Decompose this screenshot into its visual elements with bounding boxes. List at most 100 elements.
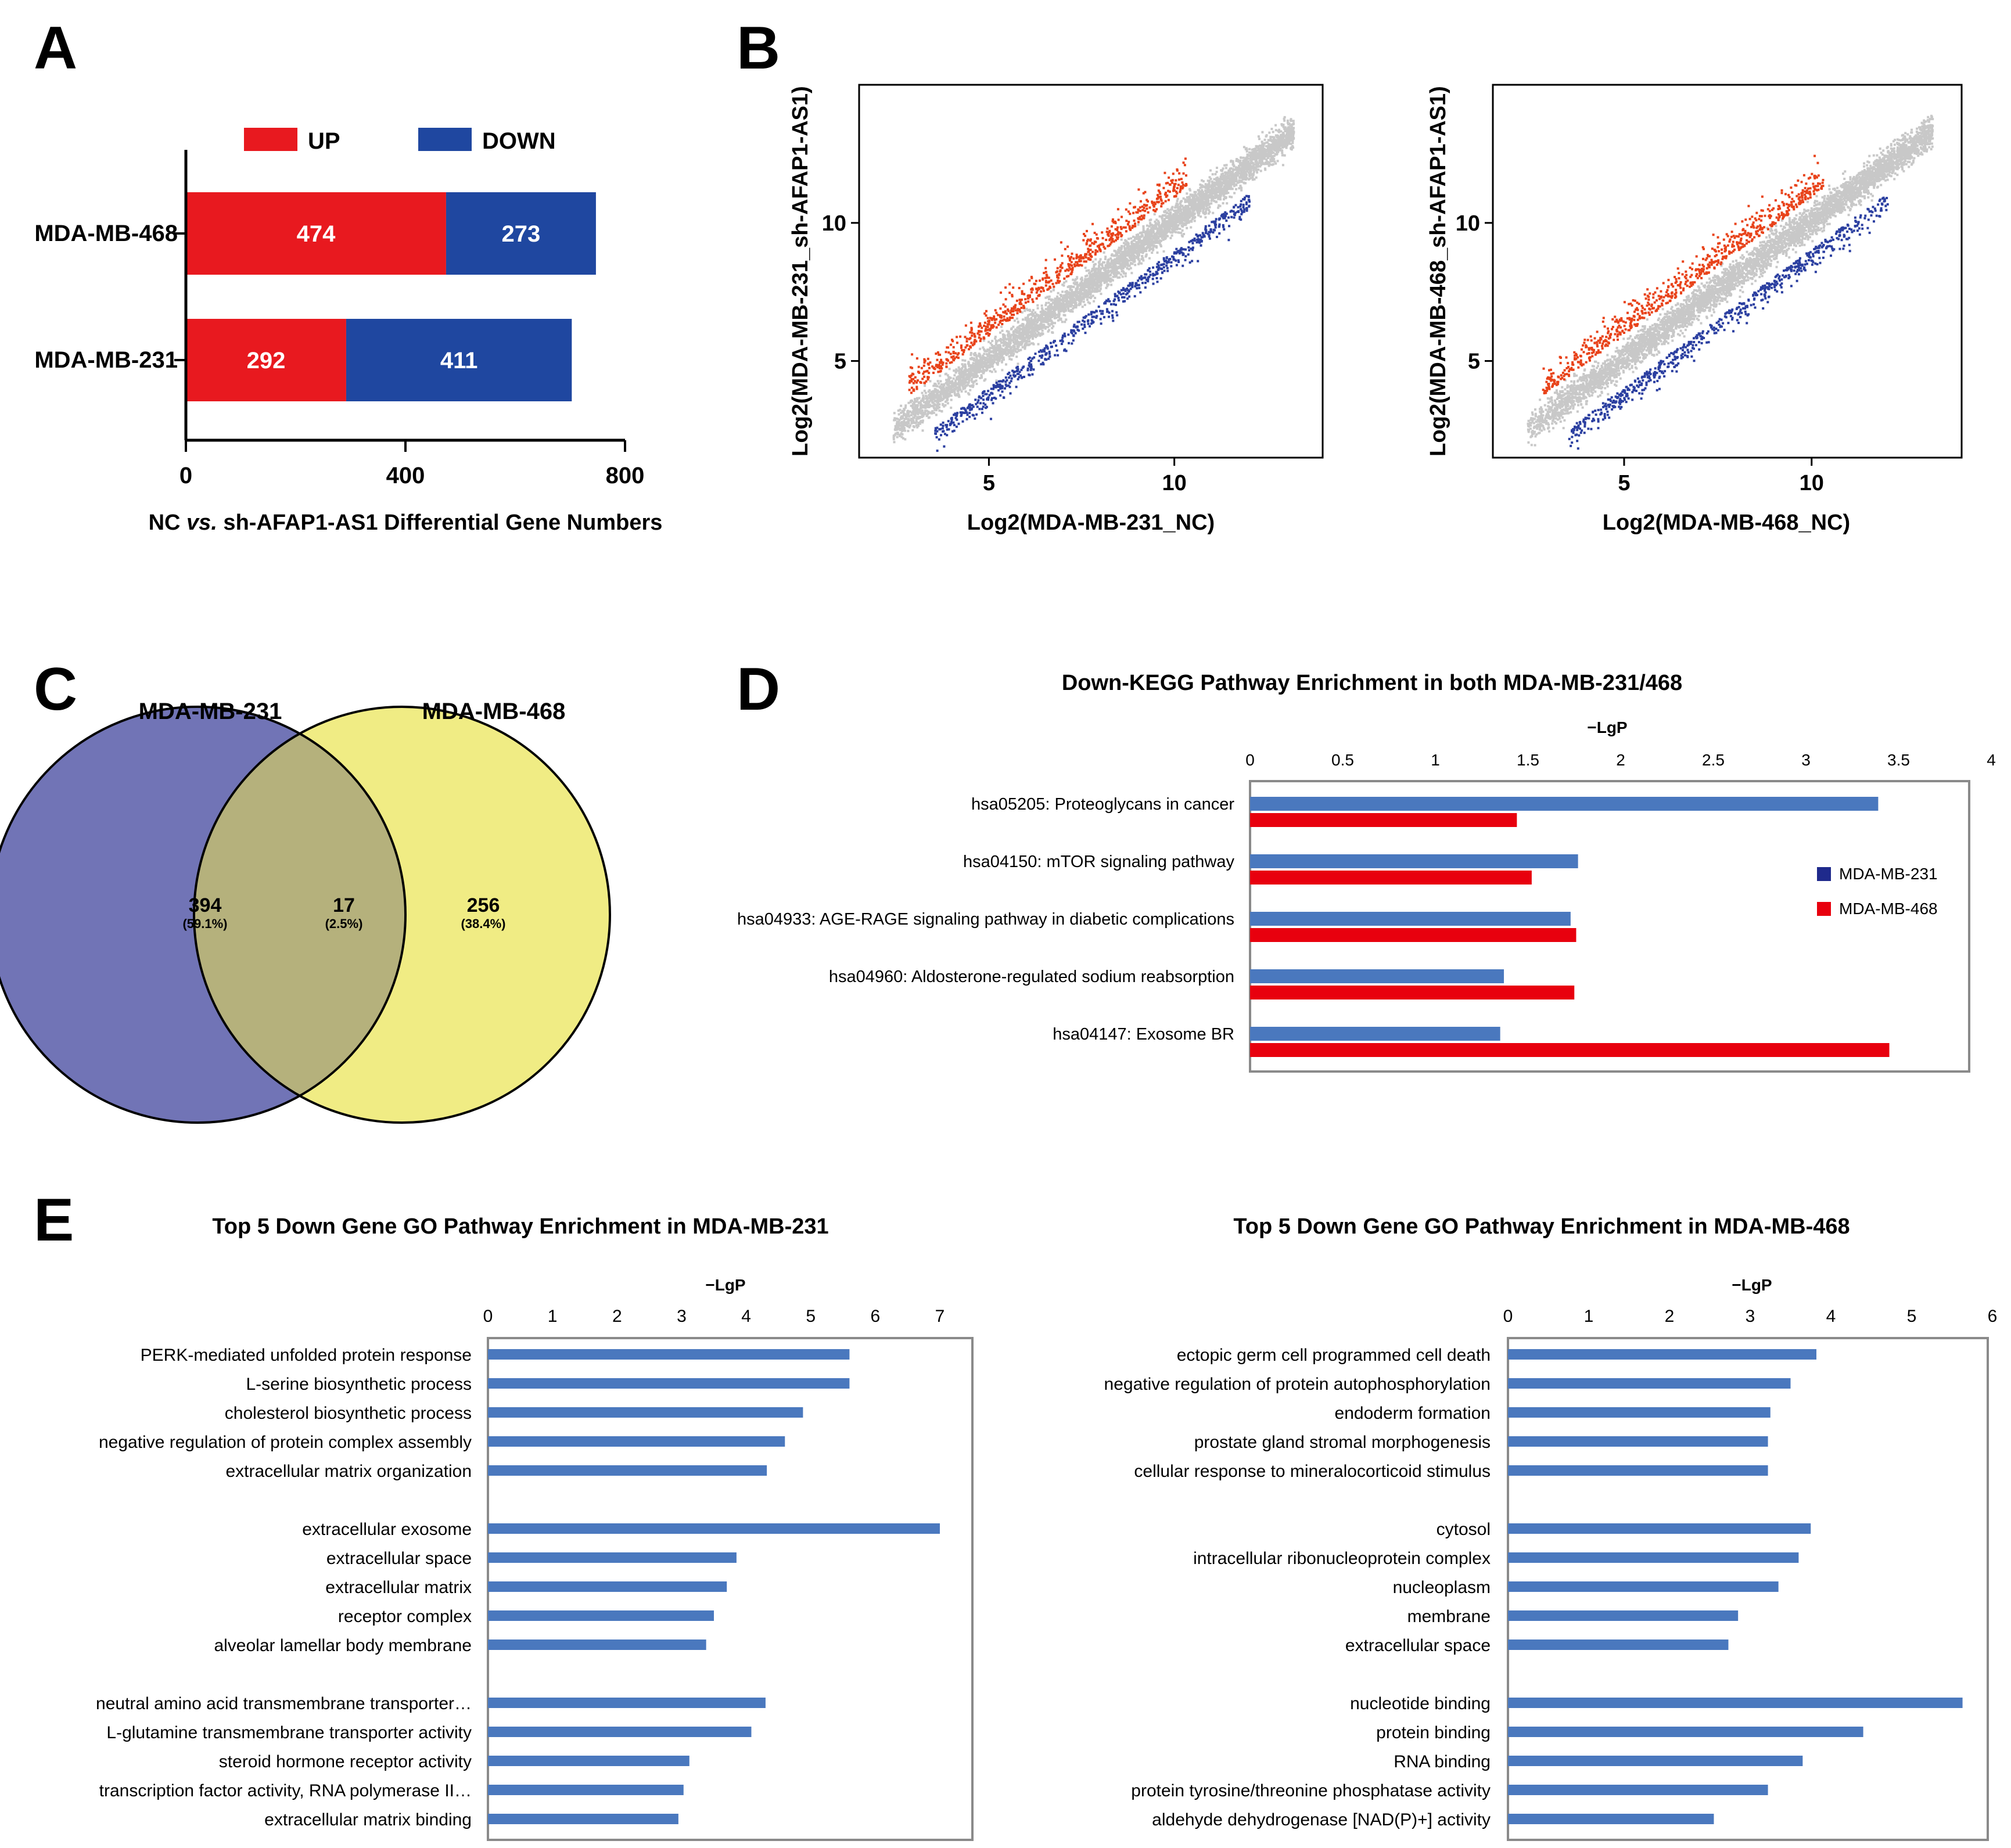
- category-label: MDA-MB-231: [34, 347, 178, 373]
- y-tick-label: 10: [822, 211, 846, 236]
- category-label: PERK-mediated unfolded protein response: [141, 1346, 472, 1365]
- x-axis-title: −LgP: [1732, 1276, 1772, 1294]
- bar: [488, 1436, 785, 1447]
- bar: [1508, 1727, 1863, 1737]
- bar: [488, 1640, 706, 1650]
- x-tick-label: 4: [741, 1307, 751, 1326]
- bar: [1508, 1407, 1771, 1418]
- bar: [488, 1378, 850, 1389]
- x-tick-label: 10: [1162, 471, 1186, 495]
- category-label: hsa05205: Proteoglycans in cancer: [971, 795, 1234, 814]
- legend-swatch-down: [418, 128, 472, 151]
- panel-label-c: C: [34, 656, 77, 723]
- down-regulated-points: [1568, 196, 1889, 450]
- venn-outline-left: [0, 706, 407, 1124]
- bar: [488, 1552, 737, 1563]
- y-tick-label: 5: [834, 350, 846, 374]
- legend-label: MDA-MB-231: [1839, 865, 1938, 883]
- venn-overlap: [194, 707, 405, 1123]
- category-label: aldehyde dehydrogenase [NAD(P)+] activit…: [1152, 1810, 1491, 1829]
- chart-title: Down-KEGG Pathway Enrichment in both MDA…: [1062, 671, 1682, 695]
- y-axis-title: Log2(MDA-MB-468_sh-AFAP1-AS1): [1426, 86, 1450, 456]
- category-label: transcription factor activity, RNA polym…: [99, 1781, 472, 1800]
- bar-value-label: 292: [247, 348, 286, 373]
- bar: [488, 1465, 767, 1476]
- panel-a-chart: UP DOWN 474 273 292 411 MDA-MB-468 MDA-MB-2…: [34, 128, 662, 535]
- panel-e1-chart: Top 5 Down Gene GO Pathway Enrichment in…: [96, 1214, 974, 1841]
- venn-percent: (2.5%): [325, 916, 363, 931]
- category-label: alveolar lamellar body membrane: [214, 1636, 472, 1655]
- bar: [1508, 1698, 1963, 1708]
- legend-swatch-up: [244, 128, 297, 151]
- panel-b2-scatter: 5 10 5 10 Log2(MDA-MB-468_NC) Log2(MDA-MB-4…: [1426, 84, 1963, 535]
- bar: [488, 1785, 684, 1795]
- panel-label-d: D: [737, 656, 780, 723]
- x-tick-label: 0: [1503, 1307, 1513, 1326]
- chart-title: Top 5 Down Gene GO Pathway Enrichment in…: [1233, 1214, 1850, 1239]
- category-label: L-glutamine transmembrane transporter ac…: [106, 1723, 472, 1742]
- category-label: hsa04150: mTOR signaling pathway: [963, 853, 1234, 871]
- category-label: extracellular matrix: [325, 1578, 472, 1597]
- x-tick-label: 2: [1616, 751, 1625, 769]
- bar: [1508, 1378, 1791, 1389]
- x-tick-label: 2.5: [1702, 751, 1725, 769]
- category-label: steroid hormone receptor activity: [219, 1752, 472, 1771]
- bar: [1508, 1785, 1768, 1795]
- category-label: nucleotide binding: [1350, 1694, 1491, 1713]
- bar-value-label: 474: [297, 221, 336, 247]
- x-tick-label: 4: [1987, 751, 1996, 769]
- bar-mda-mb-468: [1250, 1043, 1890, 1057]
- x-tick-label: 6: [1988, 1307, 1998, 1326]
- x-tick-label: 5: [983, 471, 995, 495]
- x-tick-label: 6: [871, 1307, 881, 1326]
- category-label: ectopic germ cell programmed cell death: [1177, 1346, 1491, 1365]
- x-tick-label: 1: [548, 1307, 558, 1326]
- venn-count: 17: [333, 894, 355, 916]
- bar-mda-mb-468: [1250, 813, 1517, 827]
- venn-outline-right: [193, 706, 611, 1124]
- bar-down: [446, 192, 596, 275]
- bar-mda-mb-231: [1250, 1027, 1500, 1041]
- legend-label-up: UP: [308, 128, 340, 154]
- category-label: nucleoplasm: [1393, 1578, 1491, 1597]
- venn-count: 256: [467, 894, 500, 916]
- x-tick-label: 5: [806, 1307, 816, 1326]
- bar-mda-mb-468: [1250, 928, 1577, 942]
- bar-mda-mb-231: [1250, 797, 1879, 811]
- bar-value-label: 273: [502, 221, 541, 247]
- venn-set-label: MDA-MB-231: [139, 699, 282, 724]
- venn-count: 394: [189, 894, 222, 916]
- bar: [1508, 1640, 1729, 1650]
- category-label: endoderm formation: [1335, 1404, 1491, 1423]
- x-tick-label: 0: [179, 463, 192, 488]
- category-label: negative regulation of protein complex a…: [99, 1433, 472, 1452]
- y-tick-label: 5: [1468, 350, 1480, 374]
- x-tick-label: 4: [1826, 1307, 1836, 1326]
- bar: [1508, 1349, 1816, 1360]
- plot-frame: [1249, 780, 1970, 1073]
- panel-label-b: B: [737, 15, 780, 82]
- x-axis-title: Log2(MDA-MB-231_NC): [967, 510, 1215, 535]
- category-label: L-serine biosynthetic process: [246, 1375, 472, 1394]
- x-tick-label: 5: [1618, 471, 1630, 495]
- x-tick-label: 3.5: [1887, 751, 1910, 769]
- x-axis-title: NC vs. sh-AFAP1-AS1 Differential Gene Nu…: [149, 510, 663, 535]
- category-label: extracellular exosome: [302, 1520, 472, 1539]
- legend-label-down: DOWN: [482, 128, 556, 154]
- y-tick-label: 10: [1456, 211, 1480, 236]
- panel-b1-scatter: 5 10 5 10 Log2(MDA-MB-231_NC) Log2(MDA-MB-2…: [788, 84, 1324, 535]
- bar: [488, 1349, 850, 1360]
- bar-mda-mb-231: [1250, 969, 1504, 983]
- bar: [1508, 1610, 1739, 1621]
- x-axis-title: Log2(MDA-MB-468_NC): [1603, 510, 1850, 535]
- bar: [488, 1407, 803, 1418]
- bar: [1508, 1814, 1714, 1824]
- x-tick-label: 5: [1907, 1307, 1917, 1326]
- panel-d-chart: Down-KEGG Pathway Enrichment in both MDA…: [737, 671, 1996, 1073]
- category-label: protein binding: [1376, 1723, 1491, 1742]
- category-label: receptor complex: [338, 1607, 472, 1626]
- category-label: extracellular space: [1345, 1636, 1491, 1655]
- bar: [1508, 1465, 1768, 1476]
- venn-percent: (59.1%): [182, 916, 227, 931]
